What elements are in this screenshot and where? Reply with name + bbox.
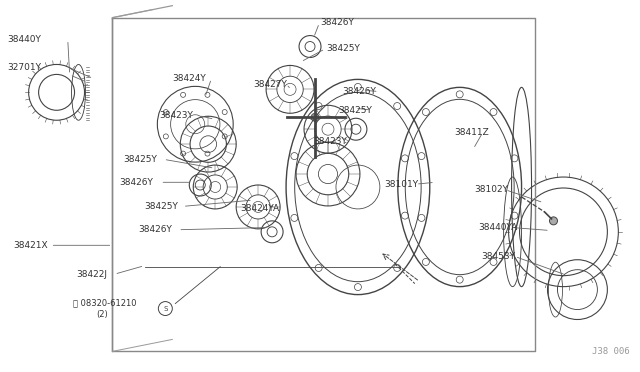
Text: 38421X: 38421X xyxy=(13,241,48,250)
Text: 32701Y: 32701Y xyxy=(7,63,41,72)
Text: 38411Z: 38411Z xyxy=(454,128,489,137)
Text: Ⓢ 08320-61210: Ⓢ 08320-61210 xyxy=(73,298,136,307)
Text: (2): (2) xyxy=(97,310,108,319)
Text: S: S xyxy=(163,305,168,311)
Text: 38425Y: 38425Y xyxy=(124,155,157,164)
Text: 38425Y: 38425Y xyxy=(145,202,179,211)
Text: 38426Y: 38426Y xyxy=(138,225,172,234)
Text: 38440Y: 38440Y xyxy=(7,35,41,44)
Text: 38422J: 38422J xyxy=(76,270,107,279)
Text: 38423Y: 38423Y xyxy=(159,111,193,120)
Text: 38424YA: 38424YA xyxy=(240,204,279,213)
Text: 38101Y: 38101Y xyxy=(384,180,418,189)
Text: 38426Y: 38426Y xyxy=(320,19,354,28)
Text: 38425Y: 38425Y xyxy=(326,44,360,53)
Text: 38453Y: 38453Y xyxy=(481,252,515,261)
Text: 38426Y: 38426Y xyxy=(342,87,376,96)
Text: J38 006: J38 006 xyxy=(592,347,629,356)
Circle shape xyxy=(550,217,557,225)
Text: 38426Y: 38426Y xyxy=(119,178,153,187)
Text: 38425Y: 38425Y xyxy=(338,106,372,115)
Circle shape xyxy=(311,113,319,121)
Text: 38440YA: 38440YA xyxy=(478,223,518,232)
Text: 38102Y: 38102Y xyxy=(474,185,509,194)
Text: 38423Y: 38423Y xyxy=(314,137,348,146)
Text: 38427Y: 38427Y xyxy=(253,80,287,89)
Text: 38424Y: 38424Y xyxy=(172,74,205,83)
